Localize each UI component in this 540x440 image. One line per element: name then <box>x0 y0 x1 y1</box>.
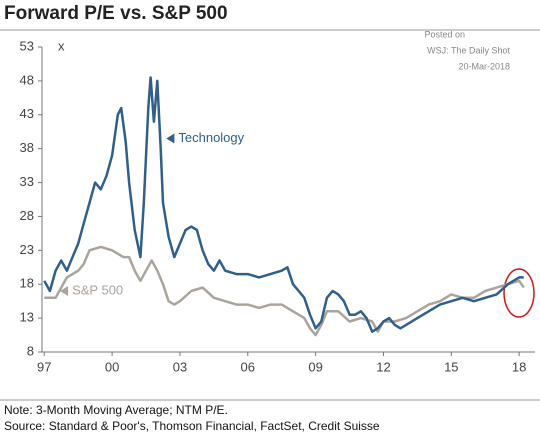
unit-label: x <box>58 38 65 53</box>
y-tick-label: 53 <box>20 38 34 53</box>
x-tick-label: 97 <box>37 359 51 374</box>
y-tick-label: 28 <box>20 208 34 223</box>
y-tick-label: 18 <box>20 276 34 291</box>
series-line <box>43 76 524 333</box>
label-arrow <box>166 133 175 144</box>
label-arrow <box>60 286 69 296</box>
series-line <box>44 245 525 337</box>
y-tick-label: 43 <box>20 106 34 121</box>
y-tick-label: 33 <box>20 174 34 189</box>
y-tick-label: 48 <box>20 72 34 87</box>
x-tick-label: 06 <box>241 359 255 374</box>
x-tick-label: 00 <box>105 359 119 374</box>
y-tick-label: 8 <box>27 343 34 358</box>
y-tick-label: 13 <box>20 310 34 325</box>
x-tick-label: 12 <box>376 359 390 374</box>
x-tick-label: 15 <box>444 359 458 374</box>
credit-line: WSJ: The Daily Shot <box>427 45 510 55</box>
highlight-ellipse <box>503 268 535 318</box>
x-tick-label: 09 <box>308 359 322 374</box>
note: Note: 3-Month Moving Average; NTM P/E. <box>4 403 228 417</box>
series-label: S&P 500 <box>72 282 123 297</box>
note: Source: Standard & Poor's, Thomson Finan… <box>4 419 380 433</box>
y-tick-label: 38 <box>20 140 34 155</box>
x-tick-label: 18 <box>512 359 526 374</box>
credit-line: Posted on <box>424 29 465 39</box>
y-tick-label: 23 <box>20 242 34 257</box>
chart-title: Forward P/E vs. S&P 500 <box>4 3 228 24</box>
series-label: Technology <box>178 130 244 145</box>
credit-line: 20-Mar-2018 <box>458 61 510 71</box>
x-tick-label: 03 <box>173 359 187 374</box>
